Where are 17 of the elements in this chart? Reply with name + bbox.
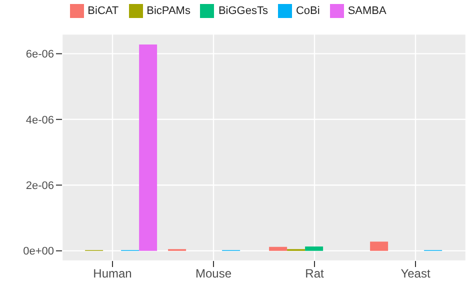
x-tick-label: Rat — [305, 266, 324, 281]
x-tick-label: Human — [93, 266, 132, 281]
bar — [269, 246, 288, 251]
x-tick-label: Mouse — [195, 266, 232, 281]
bar — [139, 44, 158, 251]
x-tick-label: Yeast — [400, 266, 431, 281]
y-tick-label: 2e-06 — [26, 180, 54, 192]
legend-label: CoBi — [296, 4, 320, 17]
bar — [305, 246, 324, 251]
legend-label: BiGGesTs — [218, 4, 268, 17]
y-tick-label: 4e-06 — [26, 114, 54, 126]
legend-label: SAMBA — [348, 4, 386, 17]
bar — [370, 242, 388, 251]
y-tick-label: 6e-06 — [26, 48, 54, 61]
y-tick-label: 0e+00 — [23, 246, 54, 258]
legend-label: BicPAMs — [146, 4, 190, 17]
legend-label: BiCAT — [88, 4, 119, 17]
